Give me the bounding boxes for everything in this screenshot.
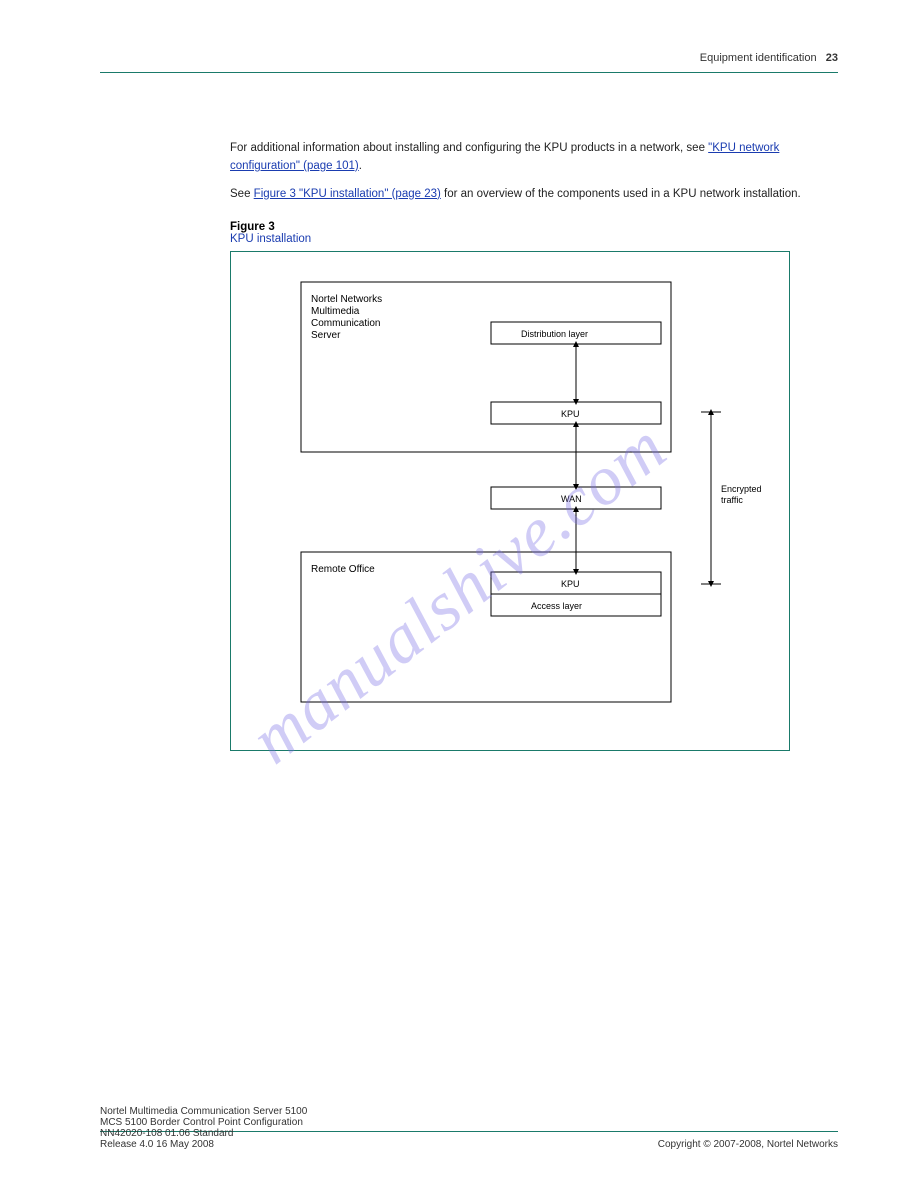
- footer-l2: MCS 5100 Border Control Point Configurat…: [100, 1117, 307, 1128]
- header-text: Equipment identification: [700, 52, 817, 64]
- svg-text:Encrypted: Encrypted: [721, 484, 762, 494]
- svg-text:Communication: Communication: [311, 318, 380, 329]
- figure-3-link[interactable]: Figure 3 "KPU installation" (page 23): [254, 188, 441, 200]
- header-rule: [100, 72, 838, 73]
- svg-text:Distribution layer: Distribution layer: [521, 329, 588, 339]
- footer-left: Nortel Multimedia Communication Server 5…: [100, 1106, 307, 1150]
- page-number: 23: [826, 52, 838, 64]
- footer-right: Copyright © 2007-2008, Nortel Networks: [658, 1139, 838, 1150]
- footer-l4: Release 4.0 16 May 2008: [100, 1139, 307, 1150]
- kpu-diagram: Nortel NetworksMultimediaCommunicationSe…: [230, 251, 790, 751]
- figure-caption: Figure 3 KPU installation: [100, 221, 838, 245]
- header-right: Equipment identification 23: [700, 52, 838, 64]
- content-area: For additional information about install…: [100, 140, 838, 751]
- p2-text-b: for an overview of the components used i…: [444, 188, 801, 200]
- svg-text:Access layer: Access layer: [531, 601, 582, 611]
- svg-text:Server: Server: [311, 330, 341, 341]
- svg-text:KPU: KPU: [561, 579, 580, 589]
- footer-copyright: Copyright © 2007-2008, Nortel Networks: [658, 1139, 838, 1150]
- svg-text:Nortel Networks: Nortel Networks: [311, 294, 382, 305]
- figure-label: Figure 3: [230, 221, 275, 233]
- p1-text-b: .: [359, 160, 362, 172]
- svg-text:KPU: KPU: [561, 409, 580, 419]
- svg-text:Remote Office: Remote Office: [311, 564, 375, 575]
- p2-text-a: See: [230, 188, 254, 200]
- svg-text:WAN: WAN: [561, 494, 582, 504]
- svg-text:traffic: traffic: [721, 495, 743, 505]
- diagram-svg: Nortel NetworksMultimediaCommunicationSe…: [231, 252, 791, 752]
- p1-text-a: For additional information about install…: [230, 142, 708, 154]
- svg-text:Multimedia: Multimedia: [311, 306, 360, 317]
- paragraph-2: See Figure 3 "KPU installation" (page 23…: [100, 186, 838, 204]
- figure-title: KPU installation: [230, 233, 311, 245]
- footer-l1: Nortel Multimedia Communication Server 5…: [100, 1106, 307, 1117]
- paragraph-1: For additional information about install…: [100, 140, 838, 176]
- footer-l3: NN42020-108 01.06 Standard: [100, 1128, 307, 1139]
